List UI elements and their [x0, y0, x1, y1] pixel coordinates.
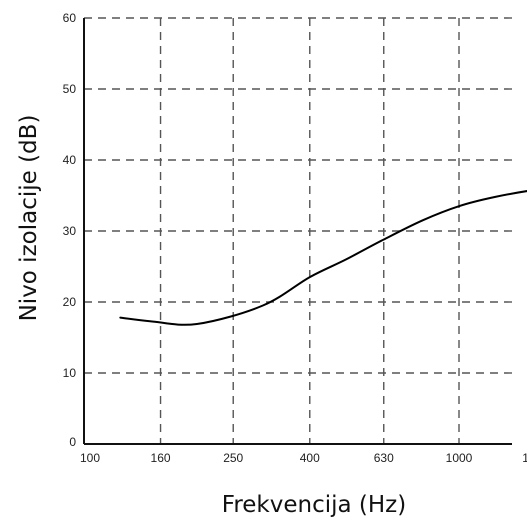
axes: [83, 18, 512, 445]
y-tick-label: 30: [63, 224, 77, 238]
x-tick-label: 1600: [522, 451, 527, 465]
y-tick-label: 0: [69, 435, 76, 449]
grid: [84, 17, 512, 444]
y-axis-title: Nivo izolacije (dB): [16, 115, 42, 322]
x-tick-label: 250: [223, 451, 243, 465]
x-tick-label: 100: [80, 451, 100, 465]
x-axis-title: Frekvencija (Hz): [222, 492, 406, 518]
y-tick-label: 10: [63, 366, 77, 380]
series-group: [119, 190, 527, 326]
y-tick-label: 40: [63, 153, 77, 167]
y-tick-label: 60: [63, 11, 77, 25]
x-tick-label: 400: [300, 451, 320, 465]
y-tick-label: 50: [63, 82, 77, 96]
x-tick-label: 630: [374, 451, 394, 465]
y-tick-label: 20: [63, 295, 77, 309]
x-tick-label: 1000: [446, 451, 473, 465]
x-tick-label: 160: [151, 451, 171, 465]
series-line-0: [119, 190, 527, 326]
x-tick-labels: 1001602504006301000160025004000: [80, 451, 527, 465]
y-tick-labels: 0 10 20 30 40 50 60: [63, 11, 77, 449]
